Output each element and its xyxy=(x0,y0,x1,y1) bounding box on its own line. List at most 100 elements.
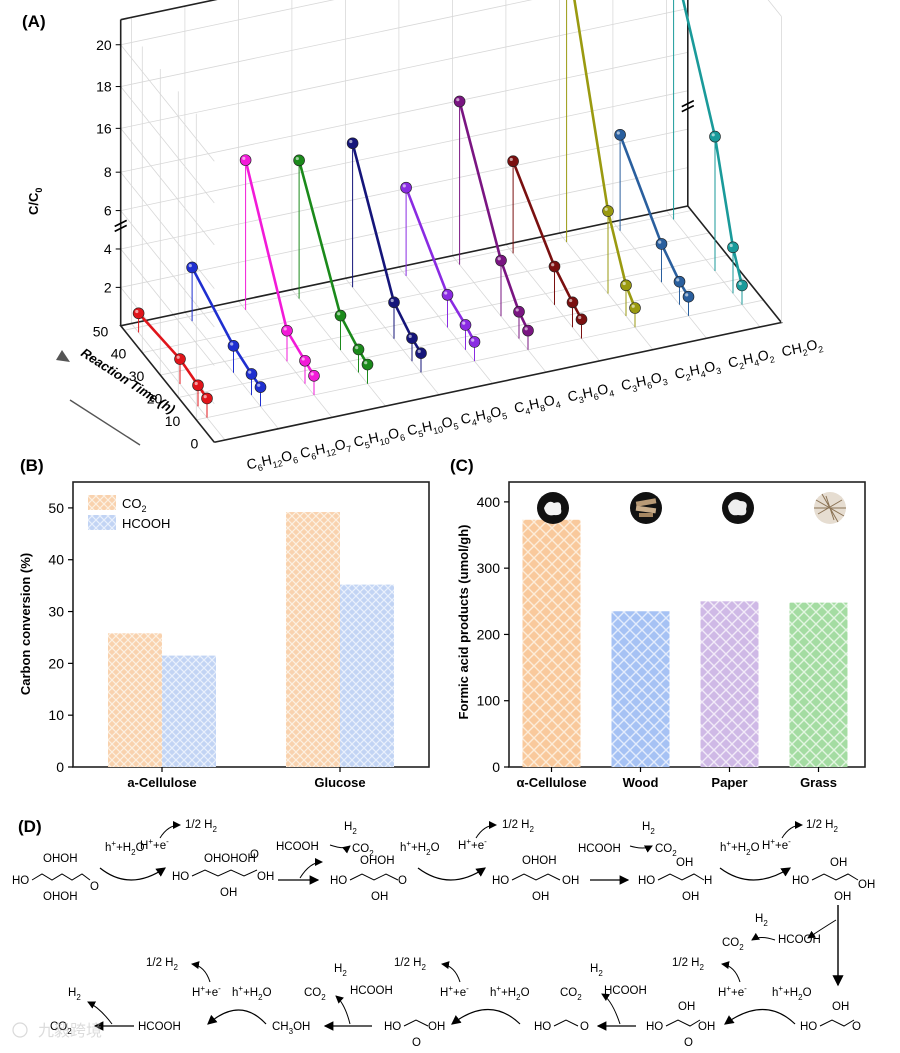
svg-text:HO: HO xyxy=(492,875,509,887)
floor-grid-line xyxy=(559,232,654,350)
y-tick-label: 100 xyxy=(477,693,501,709)
time-tick-label: 40 xyxy=(111,346,127,362)
series-line xyxy=(297,160,369,366)
data-point-highlight xyxy=(417,349,421,353)
y-tick-label: 300 xyxy=(477,560,501,576)
scheme-step11-half-h2: 1/2 H2 xyxy=(146,957,179,972)
molecule-glyceric-acid: HO OH OH O xyxy=(646,1001,715,1049)
data-point-highlight xyxy=(456,98,460,102)
watermark: 九毅跨境 xyxy=(12,1021,102,1040)
floor-grid-line xyxy=(238,300,333,418)
y-tick-label: 30 xyxy=(48,604,64,620)
scheme-step1-hplus: h++H2O xyxy=(105,839,145,857)
data-point xyxy=(174,353,186,365)
series-line xyxy=(351,142,423,354)
series-line xyxy=(244,159,316,377)
svg-text:OH: OH xyxy=(830,857,847,869)
scheme-row-2: HO OH O h++H2O H++e- 1/2 H2 HO OH OH O H… xyxy=(50,957,861,1049)
bar-2 xyxy=(700,601,759,767)
data-point xyxy=(513,305,525,318)
data-point-highlight xyxy=(685,293,689,297)
panel-label-d: (D) xyxy=(18,817,42,836)
value-tick-label: 16 xyxy=(96,120,112,136)
category-label: C4H8O4 xyxy=(513,391,562,419)
panel-a-series xyxy=(132,0,748,418)
panel-c-frame xyxy=(508,481,866,768)
y-tick-label: 20 xyxy=(48,655,64,671)
y-tick-label: 400 xyxy=(477,494,501,510)
scheme-step2-co2: CO2 xyxy=(352,843,374,858)
svg-text:O: O xyxy=(580,1021,589,1033)
watermark-logo-icon xyxy=(12,1022,28,1038)
floor-grid-line xyxy=(666,210,761,328)
molecule-arabinonic-acid: HO OHOH OH OH xyxy=(492,855,579,903)
scheme-arrow-9 xyxy=(451,1008,521,1025)
scheme-step3-half-h2: 1/2 H2 xyxy=(502,819,535,834)
scheme-step1-hplus-e: H++e- xyxy=(140,837,169,852)
series-2 xyxy=(239,154,320,395)
data-point xyxy=(507,155,519,168)
svg-text:HO: HO xyxy=(534,1021,551,1033)
bar-0 xyxy=(522,519,581,767)
series-line xyxy=(458,101,530,332)
data-point-highlight xyxy=(194,381,198,386)
scheme-step7-half-h2: 1/2 H2 xyxy=(672,957,705,972)
wall-grid-line xyxy=(120,0,533,87)
category-label: C5H10O6 xyxy=(352,423,406,452)
scheme-arrow-5 xyxy=(719,867,792,881)
x-category-label: a-Cellulose xyxy=(127,775,196,790)
svg-text:HO: HO xyxy=(646,1021,663,1033)
data-point xyxy=(361,358,374,371)
data-point-highlight xyxy=(551,263,555,267)
floor-grid-line xyxy=(291,289,386,407)
data-point-highlight xyxy=(462,321,466,325)
panel-b-legend: CO2 HCOOH xyxy=(88,495,170,531)
data-point xyxy=(548,260,561,273)
scheme-arrow-3 xyxy=(417,867,486,881)
x-category-label: α-Cellulose xyxy=(516,775,586,790)
series-line xyxy=(618,134,690,298)
floor-grid-line xyxy=(345,278,440,396)
y-tick-label: 200 xyxy=(477,626,501,642)
data-point-highlight xyxy=(310,372,314,376)
data-point-highlight xyxy=(301,357,305,361)
time-tick-label: 0 xyxy=(191,435,199,451)
data-point-highlight xyxy=(711,133,715,137)
series-line xyxy=(190,266,262,388)
scheme-step1-half-h2: 1/2 H2 xyxy=(185,819,218,834)
data-point xyxy=(620,279,632,292)
scheme-step5-hplus: h++H2O xyxy=(720,839,760,857)
svg-text:OH: OH xyxy=(562,875,579,887)
svg-text:O: O xyxy=(398,875,407,887)
data-point-highlight xyxy=(283,327,287,331)
floor-grid-line xyxy=(452,255,547,373)
series-line xyxy=(137,312,209,400)
data-point-highlight xyxy=(349,139,353,144)
legend-swatch-hcooh xyxy=(88,515,116,530)
floor-grid-line xyxy=(196,299,764,421)
bar-1 xyxy=(611,611,670,767)
data-point-highlight xyxy=(658,240,662,244)
data-point xyxy=(346,137,359,150)
floor-grid-line xyxy=(142,232,710,354)
bar-co-1 xyxy=(286,512,340,767)
value-tick-label: 20 xyxy=(96,37,112,53)
category-label: C3H6O4 xyxy=(566,379,615,407)
svg-text:HO: HO xyxy=(638,875,655,887)
data-point-highlight xyxy=(135,309,139,314)
scheme-step4-hcooh: HCOOH xyxy=(578,843,621,855)
scheme-final-h2: H2 xyxy=(68,987,81,1002)
bar-co-0 xyxy=(108,633,162,767)
scheme-step5-half-h2: 1/2 H2 xyxy=(806,819,839,834)
data-point-highlight xyxy=(176,355,180,359)
data-point-highlight xyxy=(616,131,620,135)
floor-grid-line xyxy=(160,254,728,376)
floor-frame xyxy=(119,205,783,444)
x-category-label: Grass xyxy=(800,775,837,790)
panel-a-zlabel: Reaction Time (h) xyxy=(78,345,177,417)
floor-grid-line xyxy=(178,277,746,398)
data-point xyxy=(727,241,739,254)
data-point-highlight xyxy=(497,257,501,261)
svg-text:OHOH: OHOH xyxy=(43,853,78,865)
category-label: C6H12O7 xyxy=(299,435,353,464)
